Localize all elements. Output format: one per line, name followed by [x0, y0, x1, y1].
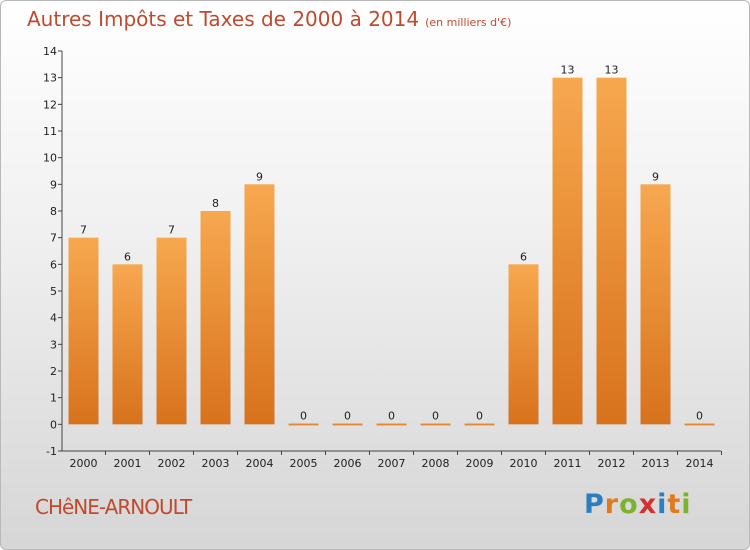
bar-2013 [640, 184, 671, 425]
bar-2000 [68, 237, 99, 425]
bar-value-label: 6 [520, 250, 527, 263]
bar-value-label: 9 [256, 170, 263, 183]
bar-value-label: 0 [388, 409, 395, 422]
bar-2014 [684, 423, 715, 426]
x-tick-label: 2009 [466, 457, 494, 470]
y-tick-label: 14 [43, 45, 57, 58]
bar-value-label: 9 [652, 170, 659, 183]
bar-2004 [244, 184, 275, 425]
logo-letter: i [657, 489, 668, 520]
x-tick-label: 2012 [598, 457, 626, 470]
logo-letter: x [638, 489, 658, 520]
bar-2002 [156, 237, 187, 425]
logo-letter: o [619, 489, 639, 520]
y-tick-label: 13 [43, 72, 57, 85]
bar-value-label: 7 [168, 224, 175, 237]
bar-value-label: 8 [212, 197, 219, 210]
y-tick-label: 9 [50, 178, 57, 191]
commune-name: CHêNE-ARNOULT [35, 495, 192, 519]
x-tick-label: 2011 [554, 457, 582, 470]
x-tick-label: 2010 [510, 457, 538, 470]
y-tick-label: 8 [50, 205, 57, 218]
bar-2011 [552, 77, 583, 425]
bar-2012 [596, 77, 627, 425]
y-tick-label: 10 [43, 152, 57, 165]
x-tick-label: 2013 [642, 457, 670, 470]
proxiti-logo: Proxiti [584, 489, 692, 520]
y-tick-label: 5 [50, 285, 57, 298]
y-tick-label: 4 [50, 312, 57, 325]
bar-value-label: 0 [344, 409, 351, 422]
x-tick-label: 2004 [246, 457, 274, 470]
y-tick-label: 12 [43, 98, 57, 111]
x-tick-label: 2000 [70, 457, 98, 470]
x-tick-label: 2006 [334, 457, 362, 470]
bar-value-label: 7 [80, 224, 87, 237]
logo-letter: t [667, 489, 682, 520]
x-tick-label: 2007 [378, 457, 406, 470]
y-tick-label: -1 [46, 445, 57, 458]
x-tick-label: 2001 [114, 457, 142, 470]
bar-2008 [420, 423, 451, 426]
x-tick-label: 2005 [290, 457, 318, 470]
bar-2009 [464, 423, 495, 426]
chart-title: Autres Impôts et Taxes de 2000 à 2014 (en… [27, 7, 511, 31]
y-tick-label: 1 [50, 392, 57, 405]
chart-title-text: Autres Impôts et Taxes de 2000 à 2014 [27, 7, 420, 31]
y-tick-label: 6 [50, 258, 57, 271]
x-tick-label: 2003 [202, 457, 230, 470]
y-tick-label: 7 [50, 232, 57, 245]
y-tick-label: 3 [50, 338, 57, 351]
bar-value-label: 13 [561, 64, 575, 77]
x-tick-label: 2008 [422, 457, 450, 470]
y-tick-label: 11 [43, 125, 57, 138]
logo-letter: P [584, 489, 605, 520]
x-tick-label: 2002 [158, 457, 186, 470]
bar-2007 [376, 423, 407, 426]
y-tick-label: 2 [50, 365, 57, 378]
bar-2005 [288, 423, 319, 426]
bar-2003 [200, 211, 231, 425]
bar-value-label: 0 [476, 409, 483, 422]
x-tick-label: 2014 [686, 457, 714, 470]
logo-letter: r [604, 489, 620, 520]
bar-value-label: 0 [300, 409, 307, 422]
y-tick-label: 0 [50, 418, 57, 431]
logo-letter: i [681, 489, 692, 520]
bar-2001 [112, 264, 143, 425]
bar-value-label: 0 [432, 409, 439, 422]
bar-2010 [508, 264, 539, 425]
bar-value-label: 13 [605, 64, 619, 77]
bar-value-label: 0 [696, 409, 703, 422]
bar-value-label: 6 [124, 250, 131, 263]
bar-2006 [332, 423, 363, 426]
chart-unit: (en milliers d'€) [425, 16, 512, 29]
